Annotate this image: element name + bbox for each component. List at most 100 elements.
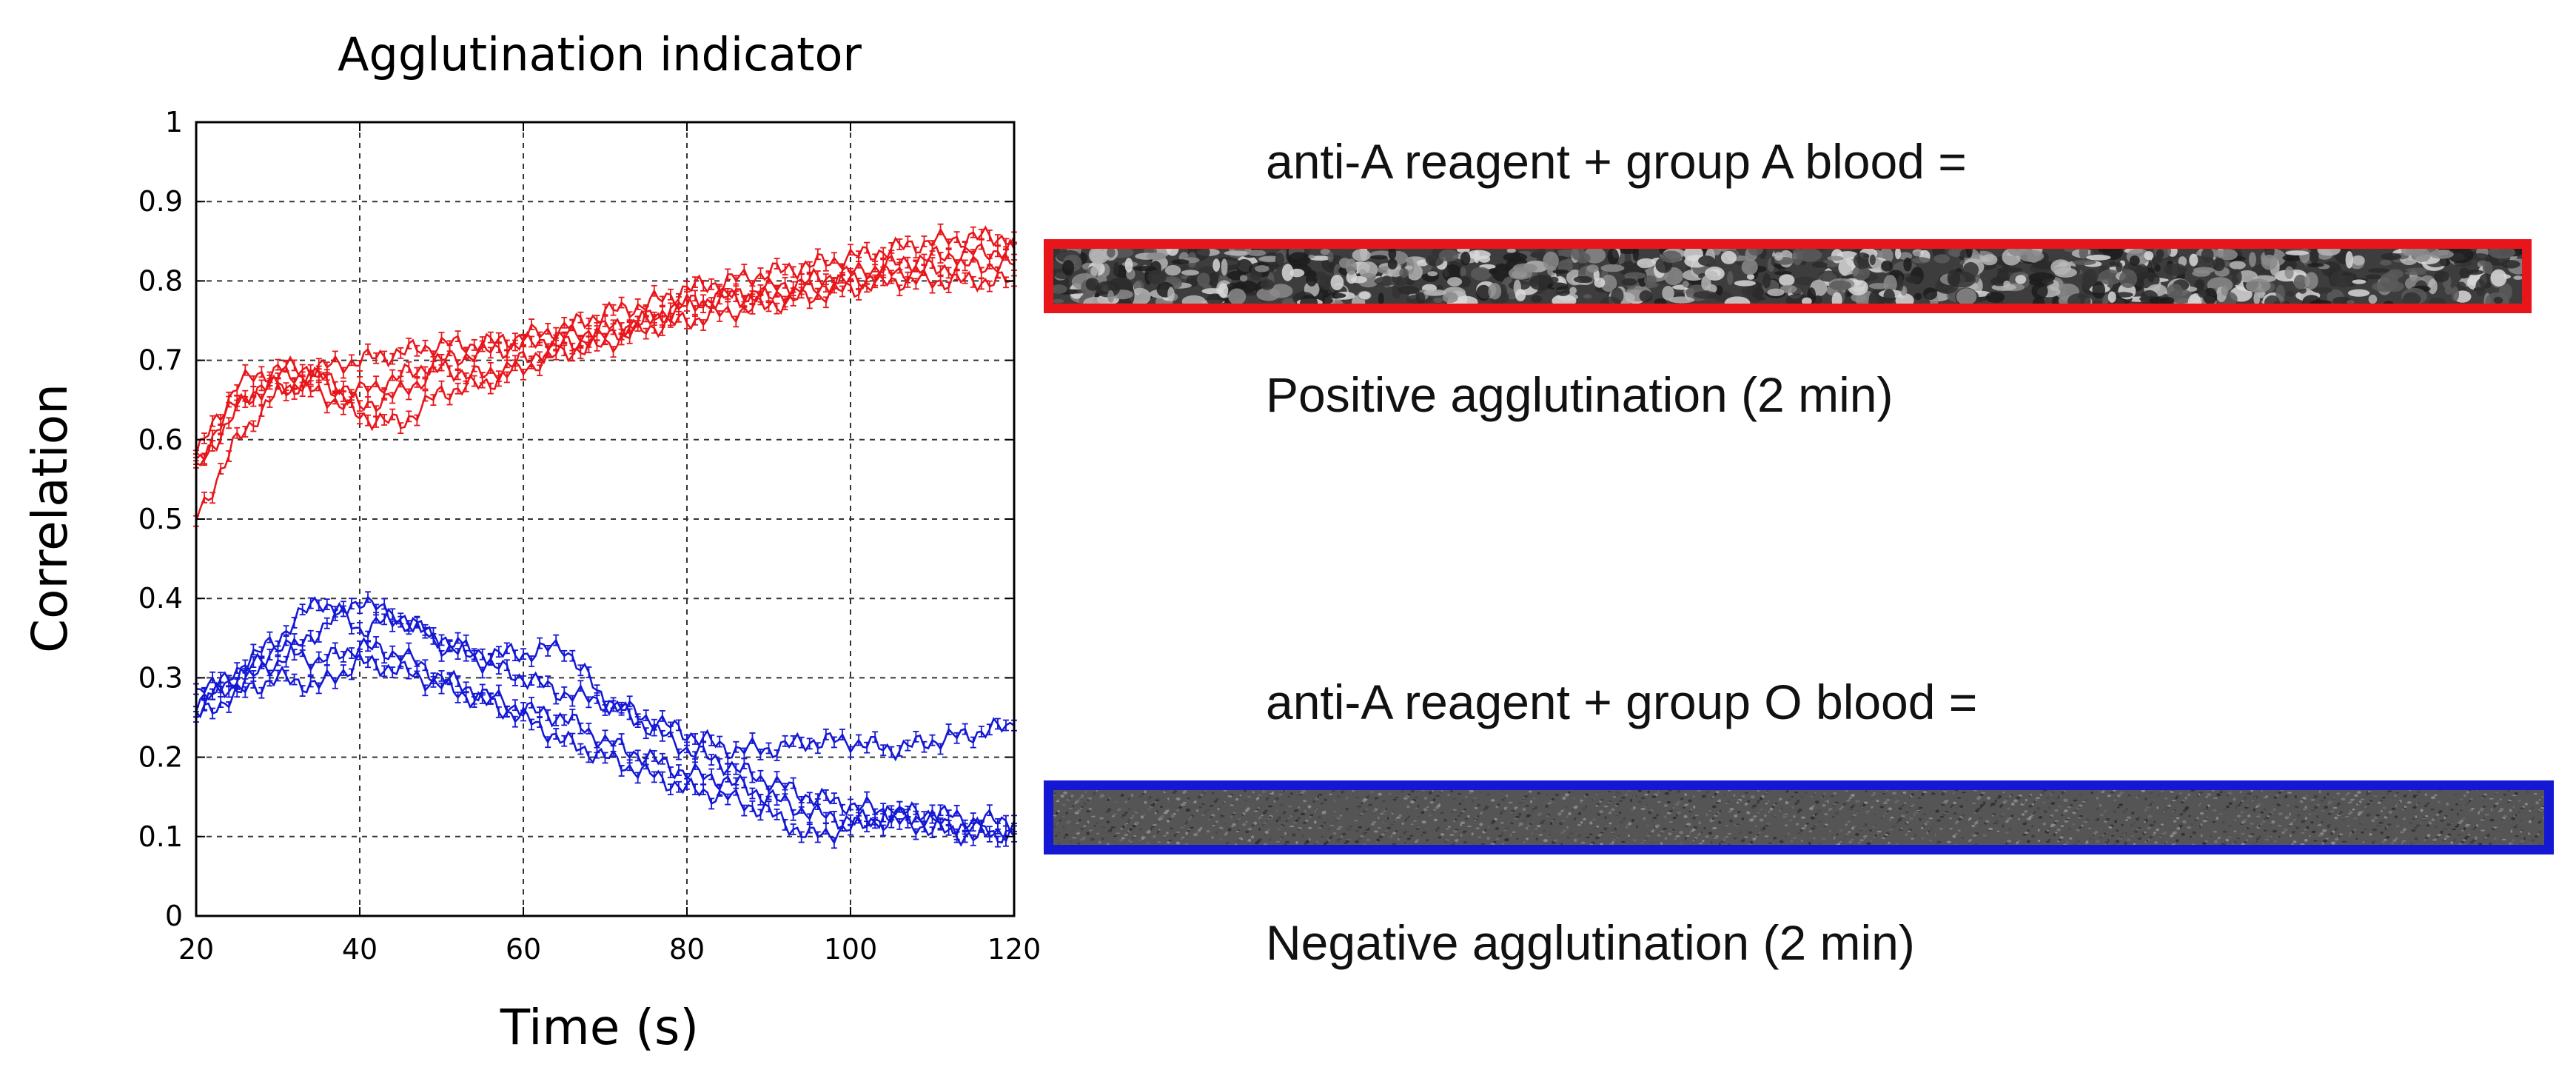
speckle (1208, 272, 1218, 287)
speckle (2302, 796, 2307, 800)
speckle (1956, 820, 1959, 823)
speckle (1166, 819, 1170, 823)
speckle (2452, 828, 2456, 831)
speckle (1489, 268, 1497, 275)
speckle (1276, 817, 1281, 820)
speckle (1955, 843, 1958, 845)
speckle (2352, 255, 2365, 266)
speckle (2107, 795, 2112, 797)
speckle (1767, 800, 1770, 803)
speckle (1552, 269, 1569, 274)
speckle (1676, 813, 1678, 817)
speckle (2322, 840, 2327, 843)
speckle (1918, 806, 1923, 809)
speckle (1949, 817, 1953, 820)
speckle (1224, 843, 1227, 845)
speckle (1594, 277, 1606, 288)
speckle (1976, 797, 1981, 800)
speckle (1911, 837, 1914, 840)
x-tick-label: 100 (824, 933, 878, 966)
speckle (1398, 836, 1403, 838)
speckle (2148, 836, 2153, 839)
speckle (1518, 812, 1522, 816)
speckle (1957, 829, 1961, 832)
speckle (1808, 841, 1811, 845)
speckle (1289, 268, 1305, 278)
speckle (1147, 797, 1150, 800)
speckle (1333, 264, 1341, 279)
speckle (2456, 281, 2466, 293)
speckle (2205, 796, 2209, 798)
speckle (1501, 832, 1504, 835)
speckle (2031, 282, 2048, 300)
speckle (1358, 261, 1378, 278)
speckle (1724, 296, 1751, 304)
speckle (1899, 829, 1903, 831)
speckle (1115, 801, 1118, 803)
speckle (2031, 835, 2036, 838)
speckle (2538, 843, 2540, 845)
speckle (1566, 815, 1569, 818)
speckle (1382, 800, 1386, 802)
speckle (1913, 251, 1921, 257)
speckle (1666, 812, 1671, 815)
speckle (1560, 832, 1564, 835)
speckle (1526, 825, 1532, 827)
speckle (1164, 265, 1181, 276)
speckle (2428, 278, 2438, 295)
speckle (2503, 793, 2507, 796)
speckle (1388, 249, 1397, 260)
speckle (2286, 290, 2294, 297)
speckle (1301, 835, 1304, 837)
speckle (1327, 252, 1334, 263)
speckle (1510, 822, 1514, 825)
speckle (2251, 800, 2254, 802)
speckle (1207, 293, 1224, 304)
speckle (2447, 249, 2474, 264)
speckle (1759, 818, 1764, 822)
speckle (1870, 840, 1873, 842)
speckle (1812, 837, 1816, 840)
speckle (1143, 813, 1146, 816)
speckle (1298, 794, 1304, 795)
speckle (1913, 833, 1918, 837)
speckle (1968, 840, 1971, 843)
speckle (2341, 840, 2347, 843)
speckle (1358, 291, 1371, 300)
speckle (1374, 808, 1378, 811)
speckle (2301, 820, 2306, 823)
speckle (2534, 792, 2538, 795)
speckle (1632, 249, 1639, 261)
speckle (2321, 821, 2324, 823)
speckle (2515, 835, 2519, 837)
speckle (1765, 803, 1768, 805)
speckle (1538, 834, 1543, 836)
speckle (2341, 797, 2346, 800)
speckle (1458, 275, 1472, 288)
agglutination-chart: Agglutination indicator 20 40 60 80 100 120 0 0… (21, 27, 1041, 1056)
speckle (2129, 255, 2140, 266)
speckle (1585, 805, 1588, 808)
speckle (2050, 825, 2054, 827)
speckle (1897, 818, 1902, 822)
speckle (1085, 822, 1088, 826)
speckle (1631, 819, 1635, 822)
speckle (1982, 834, 1987, 837)
speckle (1153, 835, 1156, 838)
speckle (1470, 267, 1492, 281)
speckle (1305, 819, 1309, 823)
speckle (2430, 796, 2436, 800)
speckle (1834, 801, 1839, 803)
speckle (1398, 814, 1402, 817)
speckle (1237, 818, 1241, 820)
speckle (2310, 799, 2315, 801)
speckle (1474, 806, 1478, 809)
speckle (2211, 790, 2215, 792)
negative-speckle-pattern (1053, 790, 2544, 845)
speckle (2434, 816, 2437, 819)
speckle (2076, 840, 2081, 843)
speckle (1410, 790, 1415, 793)
speckle (1057, 810, 1060, 813)
speckle (1298, 826, 1303, 830)
speckle (1616, 803, 1620, 806)
